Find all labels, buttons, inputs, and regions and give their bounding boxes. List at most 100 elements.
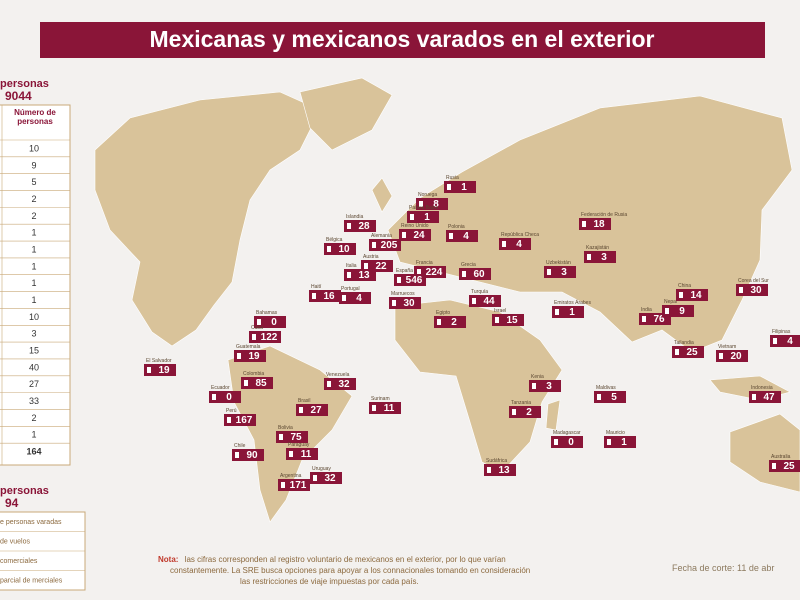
count-box xyxy=(324,243,356,255)
legend-panel: personas 94 e personas varadas de vuelos c… xyxy=(0,485,86,591)
person-icon xyxy=(739,287,743,293)
country-name: Turquía xyxy=(471,289,488,295)
country-name: Federación de Rusia xyxy=(581,212,627,218)
count-box xyxy=(604,436,636,448)
country-count: 10 xyxy=(338,244,350,255)
country-name: Guatemala xyxy=(236,344,261,350)
person-icon xyxy=(364,263,368,269)
country-count: 44 xyxy=(483,296,495,307)
count-box xyxy=(499,238,531,250)
person-icon xyxy=(532,383,536,389)
country-name: Paraguay xyxy=(288,442,310,448)
count-box xyxy=(144,364,176,376)
person-icon xyxy=(299,407,303,413)
count-box xyxy=(676,289,708,301)
country-count: 0 xyxy=(226,392,232,403)
country-count: 25 xyxy=(783,461,795,472)
country-count: 171 xyxy=(290,480,307,491)
country-count: 85 xyxy=(255,378,267,389)
count-box xyxy=(241,377,273,389)
country-name: Marruecos xyxy=(391,291,415,297)
count-box xyxy=(324,378,356,390)
count-box xyxy=(672,346,704,358)
country-count: 546 xyxy=(406,275,423,286)
count-box xyxy=(459,268,491,280)
count-box xyxy=(662,305,694,317)
row-value: 1 xyxy=(31,228,36,238)
count-box xyxy=(770,335,800,347)
person-icon xyxy=(419,201,423,207)
country-name: Bélgica xyxy=(326,237,343,243)
person-icon xyxy=(487,467,491,473)
country-count: 11 xyxy=(301,449,312,460)
country-count: 19 xyxy=(248,351,260,362)
country-count: 47 xyxy=(763,392,775,403)
country-name: Bahamas xyxy=(256,310,278,316)
count-box xyxy=(389,297,421,309)
country-name: Tailandia xyxy=(674,340,694,346)
person-icon xyxy=(679,292,683,298)
person-icon xyxy=(495,317,499,323)
country-count: 19 xyxy=(158,365,170,376)
person-icon xyxy=(147,367,151,373)
person-icon xyxy=(257,319,261,325)
count-box xyxy=(446,230,478,242)
country-count: 25 xyxy=(686,347,698,358)
count-box xyxy=(232,449,264,461)
title-bar xyxy=(40,22,765,58)
country-count: 9 xyxy=(679,306,685,317)
country-name: China xyxy=(678,283,691,289)
country-name: Francia xyxy=(416,260,433,266)
country-count: 2 xyxy=(526,407,532,418)
country-name: Mauricio xyxy=(606,430,625,436)
person-icon xyxy=(397,277,401,283)
legend-item: parcial de merciales xyxy=(0,578,63,585)
country-name: Israel xyxy=(494,308,506,314)
column-header-box: Número de personas xyxy=(14,108,56,126)
person-icon xyxy=(279,434,283,440)
country-name: Cuba xyxy=(251,325,263,331)
country-name: Surinam xyxy=(371,396,390,402)
country-count: 76 xyxy=(653,314,665,325)
country-name: Portugal xyxy=(341,286,360,292)
row-value: 1 xyxy=(31,295,36,305)
row-value: 10 xyxy=(29,312,39,322)
count-box xyxy=(407,211,439,223)
count-box xyxy=(769,460,800,472)
row-value: 2 xyxy=(31,413,36,423)
person-icon xyxy=(554,439,558,445)
country-name: Sudáfrica xyxy=(486,458,507,464)
count-box xyxy=(529,380,561,392)
country-name: Kazajistán xyxy=(586,245,609,251)
count-box xyxy=(544,266,576,278)
country-count: 4 xyxy=(516,239,522,250)
country-name: Australia xyxy=(771,454,791,460)
person-icon xyxy=(607,439,611,445)
count-box xyxy=(278,479,310,491)
count-box xyxy=(551,436,583,448)
country-count: 3 xyxy=(546,381,552,392)
note: Nota: las cifras corresponden al registr… xyxy=(158,555,530,586)
country-name: Ecuador xyxy=(211,385,230,391)
person-icon xyxy=(449,233,453,239)
country-name: Rusia xyxy=(446,175,459,181)
count-box xyxy=(716,350,748,362)
note-line: constantemente. La SRE busca opciones pa… xyxy=(170,566,530,575)
person-icon xyxy=(372,242,376,248)
person-icon xyxy=(410,214,414,220)
count-box xyxy=(254,316,286,328)
